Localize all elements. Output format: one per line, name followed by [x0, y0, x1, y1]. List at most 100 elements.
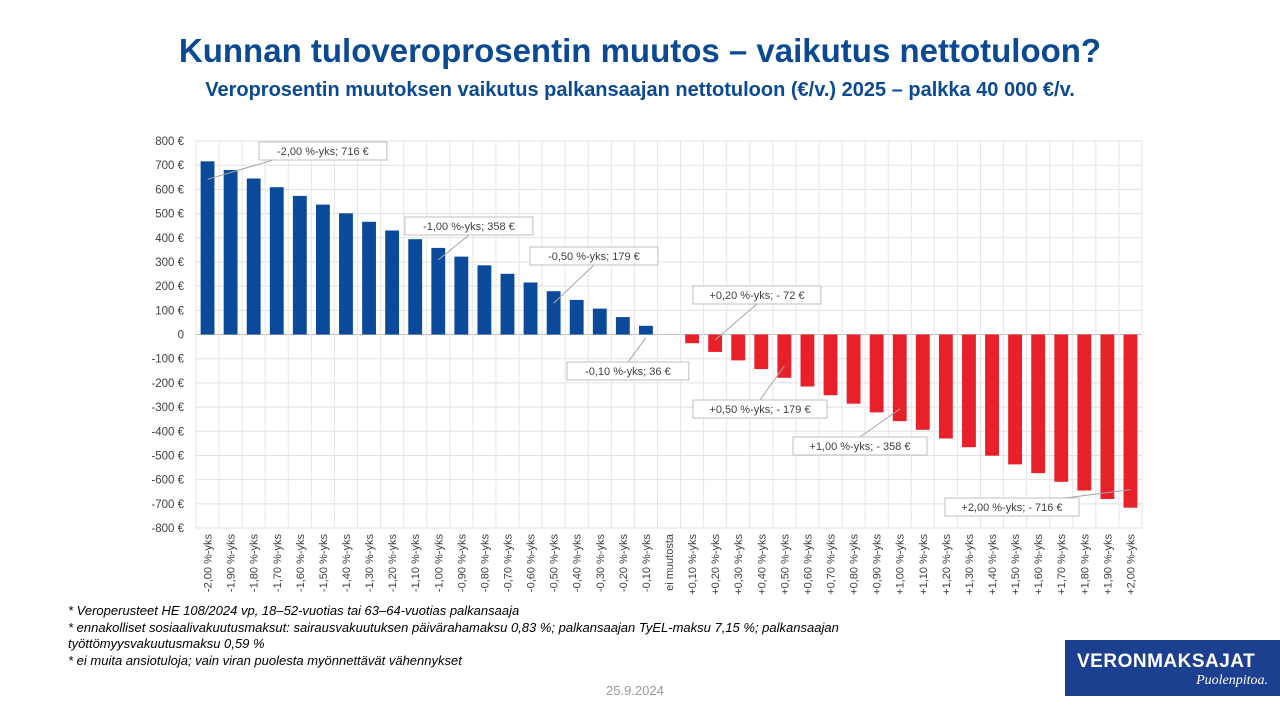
bar [938, 334, 953, 439]
x-tick-label: +1,30 %-yks [964, 534, 976, 595]
bar [639, 325, 653, 335]
annotation-leader [714, 303, 758, 341]
bar [246, 178, 261, 335]
x-tick-label: +0,90 %-yks [872, 534, 884, 595]
annotation-leader [759, 365, 785, 401]
x-tick-label: +1,40 %-yks [987, 534, 999, 595]
annotation-leader [859, 408, 901, 438]
x-tick-label: -1,90 %-yks [226, 534, 238, 593]
bar [823, 334, 838, 396]
y-tick-label: 300 € [155, 257, 184, 269]
x-tick-label: +0,30 %-yks [733, 534, 745, 595]
y-tick-label: -700 € [151, 499, 184, 511]
footnote-3: * ei muita ansiotuloja; vain viran puole… [68, 652, 462, 668]
bar [292, 195, 307, 335]
bar [269, 187, 284, 335]
x-tick-label: +0,40 %-yks [756, 534, 768, 595]
bar [962, 334, 976, 448]
x-tick-label: +0,20 %-yks [710, 534, 722, 595]
bar [431, 247, 446, 335]
x-tick-label: -1,40 %-yks [341, 534, 353, 593]
x-tick-label: -2,00 %-yks [203, 534, 215, 593]
annotation-label: -0,50 %-yks; 179 € [548, 251, 640, 263]
bar [546, 291, 561, 335]
bar [1100, 334, 1115, 499]
annotation-box [692, 399, 828, 419]
x-tick-label: +0,80 %-yks [849, 534, 861, 595]
x-tick-label: -1,80 %-yks [249, 534, 261, 593]
y-tick-label: 200 € [155, 281, 184, 293]
bar [592, 308, 607, 335]
x-tick-label: -1,50 %-yks [318, 534, 330, 593]
x-tick-label: -0,50 %-yks [549, 534, 561, 593]
annotation-box [692, 285, 822, 305]
bar [985, 334, 999, 456]
x-tick-label: +0,70 %-yks [826, 534, 838, 595]
annotation-box [566, 361, 690, 381]
annotation-box [792, 436, 928, 456]
annotation-leader [207, 159, 274, 180]
bar [800, 334, 815, 387]
bar [685, 334, 699, 344]
veronmaksajat-logo: VERONMAKSAJAT Puolenpitoa. [1065, 640, 1280, 696]
x-tick-label: +0,50 %-yks [779, 534, 791, 595]
x-tick-label: -1,00 %-yks [433, 534, 445, 593]
annotation-leader [627, 337, 647, 363]
x-tick-label: -0,30 %-yks [595, 534, 607, 593]
annotation-box [258, 141, 388, 161]
bar [223, 170, 238, 335]
annotation-leader [437, 234, 470, 261]
x-tick-label: -0,60 %-yks [526, 534, 538, 593]
y-tick-label: 500 € [155, 209, 184, 221]
bar [869, 334, 884, 413]
x-tick-label: -0,40 %-yks [572, 534, 584, 593]
y-tick-label: -400 € [151, 426, 184, 438]
y-tick-label: -100 € [151, 354, 184, 366]
annotation-label: +0,20 %-yks; - 72 € [709, 290, 804, 302]
bar [846, 334, 861, 404]
x-tick-label: +1,20 %-yks [941, 534, 953, 595]
x-tick-label: -1,20 %-yks [387, 534, 399, 593]
x-tick-label: -0,70 %-yks [502, 534, 514, 593]
footnotes: * Veroperusteet HE 108/2024 vp, 18–52-vu… [68, 603, 968, 669]
footnote-2: * ennakolliset sosiaalivakuutusmaksut: s… [68, 619, 839, 652]
bar [731, 334, 746, 361]
x-tick-label: -1,70 %-yks [272, 534, 284, 593]
bar [385, 230, 400, 335]
annotation-label: -0,10 %-yks; 36 € [585, 366, 671, 378]
y-tick-label: 400 € [155, 233, 184, 245]
bar [915, 334, 930, 430]
y-tick-label: -300 € [151, 402, 184, 414]
annotation-label: +0,50 %-yks; - 179 € [709, 404, 810, 416]
x-tick-label: +2,00 %-yks [1125, 534, 1137, 595]
footnote-1: * Veroperusteet HE 108/2024 vp, 18–52-vu… [68, 603, 520, 618]
logo-tagline: Puolenpitoa. [1196, 673, 1268, 688]
y-tick-label: -800 € [151, 523, 184, 535]
y-tick-label: 800 € [155, 136, 184, 148]
x-tick-label: +0,10 %-yks [687, 534, 699, 595]
x-tick-label: +1,00 %-yks [895, 534, 907, 595]
bar [339, 213, 353, 335]
annotation-box [944, 497, 1080, 517]
x-tick-label: +1,60 %-yks [1033, 534, 1045, 595]
annotation-label: +2,00 %-yks; - 716 € [961, 502, 1062, 514]
bar [615, 317, 630, 335]
y-tick-label: 700 € [155, 160, 184, 172]
page-subtitle: Veroprosentin muutoksen vaikutus palkans… [205, 79, 1075, 101]
y-tick-label: 600 € [155, 184, 184, 196]
bar [408, 239, 423, 335]
bar [754, 334, 769, 370]
x-tick-label: +0,60 %-yks [802, 534, 814, 595]
y-tick-label: 0 [178, 330, 184, 342]
bar [315, 204, 330, 335]
bar [777, 334, 792, 378]
bar [523, 282, 538, 335]
x-tick-label: -0,10 %-yks [641, 534, 653, 593]
x-tick-label: +1,70 %-yks [1056, 534, 1068, 595]
x-tick-label: +1,10 %-yks [918, 534, 930, 595]
y-tick-label: -500 € [151, 450, 184, 462]
x-tick-label: -0,80 %-yks [479, 534, 491, 593]
y-tick-label: 100 € [155, 305, 184, 317]
y-tick-label: -200 € [151, 378, 184, 390]
